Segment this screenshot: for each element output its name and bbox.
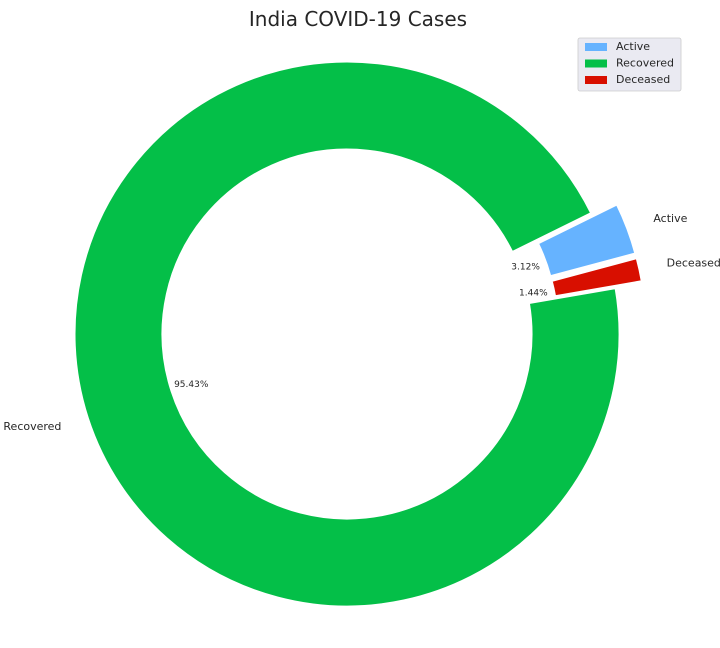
pct-label-recovered: 95.43% [174,380,209,390]
donut-slices [72,59,645,609]
slice-label-deceased: Deceased [667,257,720,270]
slice-recovered [72,59,622,609]
slice-label-active: Active [653,212,687,225]
legend-label-deceased: Deceased [616,73,670,86]
slice-labels: Active 3.12% Recovered 95.43% Deceased 1.44% [3,212,720,433]
legend-label-recovered: Recovered [616,57,674,70]
legend-swatch-active [585,43,607,51]
legend-swatch-recovered [585,59,607,68]
slice-label-recovered: Recovered [3,420,61,433]
legend-swatch-deceased [585,76,607,84]
slice-deceased [549,255,645,299]
slice-active [535,201,638,279]
pct-label-active: 3.12% [511,262,540,272]
pct-label-deceased: 1.44% [519,289,548,299]
chart-title: India COVID-19 Cases [249,7,467,31]
legend-label-active: Active [616,40,650,53]
legend: Active Recovered Deceased [577,37,682,92]
